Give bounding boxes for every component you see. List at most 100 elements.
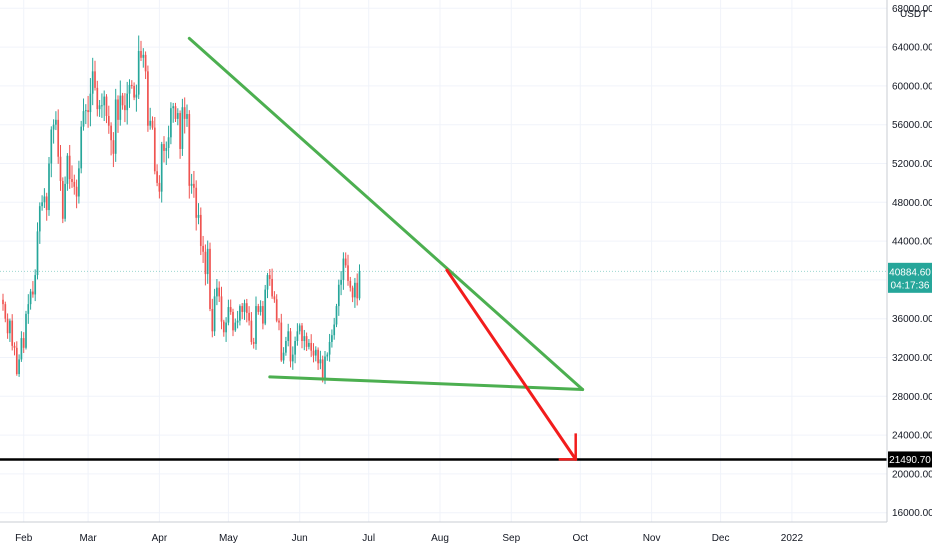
candle-down: [317, 347, 319, 370]
candle-down: [193, 170, 195, 198]
candle-down: [140, 40, 142, 62]
candle-down: [222, 319, 225, 337]
time-tick-label: Feb: [15, 533, 33, 544]
grid-lines: [0, 0, 887, 522]
last-price-badge: 40884.60 04:17:36: [888, 262, 932, 293]
price-tick-label: 36000.00: [892, 314, 932, 325]
candle-up: [9, 318, 11, 342]
candle-up: [78, 160, 80, 204]
candle-down: [344, 252, 347, 268]
candle-up: [34, 269, 37, 302]
candle-up: [170, 102, 172, 145]
candle-up: [287, 323, 290, 347]
price-tick-label: 44000.00: [892, 237, 932, 248]
candle-down: [32, 281, 34, 298]
time-tick-label: Nov: [643, 533, 661, 544]
price-tick-label: 28000.00: [892, 392, 932, 403]
candle-down: [280, 313, 283, 362]
candle-up: [48, 157, 50, 216]
candle-down: [96, 80, 99, 117]
candle-down: [13, 342, 16, 356]
candle-down: [262, 301, 264, 330]
candle-down: [188, 110, 191, 199]
candle-up: [167, 125, 170, 159]
price-tick-label: 48000.00: [892, 198, 932, 209]
candle-countdown: 04:17:36: [891, 280, 930, 291]
candle-up: [29, 288, 32, 310]
candle-up: [149, 107, 152, 130]
candle-up: [50, 126, 53, 178]
candle-up: [234, 318, 237, 332]
candle-up: [266, 272, 269, 299]
candle-down: [133, 82, 135, 101]
candle-up: [225, 317, 227, 342]
price-tick-label: 24000.00: [892, 431, 932, 442]
time-tick-label: Apr: [152, 533, 168, 544]
time-tick-label: Mar: [79, 533, 97, 544]
candle-up: [101, 93, 103, 118]
candle-up: [18, 354, 20, 377]
candle-down: [59, 144, 62, 191]
candle-down: [105, 94, 108, 124]
candle-up: [298, 323, 301, 335]
candle-up: [259, 300, 262, 316]
time-axis-area[interactable]: [0, 522, 887, 550]
candle-up: [91, 57, 94, 106]
price-tick-label: 20000.00: [892, 469, 932, 480]
candle-up: [294, 336, 296, 364]
candle-down: [57, 109, 60, 164]
candle-up: [84, 104, 87, 125]
trendline-1[interactable]: [268, 375, 585, 392]
candle-down: [229, 299, 232, 315]
candle-down: [218, 281, 221, 302]
candle-up: [80, 120, 83, 174]
candle-up: [55, 111, 57, 131]
price-axis-area[interactable]: [887, 0, 932, 522]
price-tick-label: 64000.00: [892, 43, 932, 54]
candle-up: [36, 222, 39, 280]
candle-up: [328, 333, 331, 362]
candle-up: [38, 202, 41, 244]
candle-up: [326, 352, 329, 361]
price-tick-label: 52000.00: [892, 159, 932, 170]
time-tick-label: Jul: [362, 533, 375, 544]
price-tick-label: 32000.00: [892, 353, 932, 364]
candle-down: [204, 244, 207, 286]
candle-up: [243, 299, 246, 320]
candle-down: [174, 102, 177, 123]
candle-down: [310, 334, 313, 357]
candle-down: [117, 95, 119, 133]
candle-down: [278, 318, 280, 331]
candle-down: [356, 273, 359, 306]
candle-down: [202, 235, 204, 263]
candle-up: [227, 299, 230, 326]
candle-down: [252, 337, 255, 349]
candle-down: [250, 312, 253, 345]
candle-up: [82, 98, 85, 131]
support-price-badge: 21490.70: [888, 451, 932, 468]
candle-up: [285, 336, 287, 356]
price-badges: 40884.60 04:17:36 21490.70: [888, 262, 932, 468]
candle-up: [128, 79, 131, 108]
candle-up: [20, 331, 23, 362]
time-axis-ticks: Feb Mar Apr May Jun Jul Aug Sep Oct Nov Dec 2022: [15, 533, 803, 544]
candle-up: [119, 80, 122, 126]
candle-down: [11, 314, 14, 351]
candle-up: [340, 271, 342, 296]
candle-down: [68, 144, 71, 189]
candle-down: [349, 276, 352, 292]
candle-up: [142, 48, 145, 68]
candle-down: [151, 116, 154, 130]
candle-down: [45, 192, 48, 221]
candle-up: [64, 176, 66, 222]
time-tick-label: 2022: [781, 533, 804, 544]
arrow-annotation[interactable]: [445, 268, 578, 461]
candle-down: [107, 105, 110, 134]
candle-up: [98, 100, 101, 117]
trendline-0[interactable]: [187, 36, 585, 392]
candle-up: [264, 284, 267, 326]
candle-down: [147, 65, 149, 132]
candle-down: [153, 117, 156, 175]
price-tick-label: 56000.00: [892, 120, 932, 131]
